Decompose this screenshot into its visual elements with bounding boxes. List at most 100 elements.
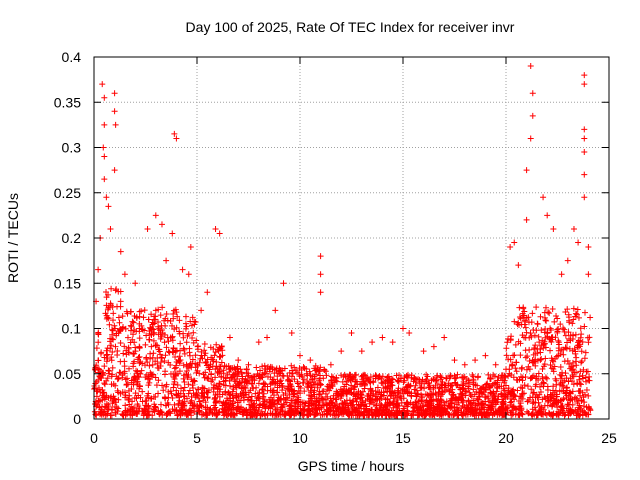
data-point (101, 363, 108, 370)
data-point (98, 409, 105, 416)
data-point (198, 307, 205, 314)
data-point (581, 135, 588, 142)
data-point (455, 407, 462, 414)
data-point (446, 388, 453, 395)
data-point (475, 396, 482, 403)
data-point (404, 374, 411, 381)
data-point (582, 349, 589, 356)
data-point (235, 393, 242, 400)
data-point (276, 370, 283, 377)
data-point (416, 397, 423, 404)
data-point (93, 378, 100, 385)
data-point (243, 406, 250, 413)
data-point (136, 335, 143, 342)
data-point (482, 411, 489, 418)
data-point (577, 387, 584, 394)
data-point (369, 387, 376, 394)
data-point (541, 402, 548, 409)
data-point (227, 406, 234, 413)
data-point (536, 383, 543, 390)
data-point (567, 397, 574, 404)
data-point (461, 403, 468, 410)
data-point (189, 385, 196, 392)
data-point (274, 378, 281, 385)
data-point (530, 359, 537, 366)
data-point (234, 399, 241, 406)
data-point (255, 394, 262, 401)
data-point (189, 314, 196, 321)
data-point (554, 315, 561, 322)
data-point (338, 348, 345, 355)
data-point (327, 395, 334, 402)
data-point (557, 321, 564, 328)
data-point (491, 373, 498, 380)
data-point (275, 411, 282, 418)
data-point (250, 401, 257, 408)
data-point (146, 330, 153, 337)
data-point (558, 271, 565, 278)
data-point (110, 336, 117, 343)
data-point (563, 375, 570, 382)
data-point (100, 144, 107, 151)
data-point (539, 396, 546, 403)
data-point (532, 356, 539, 363)
data-point (133, 395, 140, 402)
data-point (503, 352, 510, 359)
data-point (290, 393, 297, 400)
data-point (566, 345, 573, 352)
data-point (307, 407, 314, 414)
data-point (210, 345, 217, 352)
data-point (463, 388, 470, 395)
data-point (533, 381, 540, 388)
data-point (305, 384, 312, 391)
data-point (549, 387, 556, 394)
data-point (253, 373, 260, 380)
data-point (114, 387, 121, 394)
data-point (272, 307, 279, 314)
data-point (196, 409, 203, 416)
data-point (531, 404, 538, 411)
data-point (163, 410, 170, 417)
data-point (248, 374, 255, 381)
data-point (113, 399, 120, 406)
data-point (139, 360, 146, 367)
data-point (149, 319, 156, 326)
data-point (527, 330, 534, 337)
data-point (103, 377, 110, 384)
data-point (558, 346, 565, 353)
data-point (288, 406, 295, 413)
data-point (478, 401, 485, 408)
data-point (509, 361, 516, 368)
data-point (315, 402, 322, 409)
data-point (267, 381, 274, 388)
data-point (149, 354, 156, 361)
data-point (581, 126, 588, 133)
data-point (426, 392, 433, 399)
data-point (172, 354, 179, 360)
data-point (330, 392, 337, 399)
data-point (144, 225, 151, 232)
data-point (522, 318, 529, 325)
data-point (478, 389, 485, 396)
data-point (125, 396, 132, 403)
data-point (515, 262, 522, 269)
data-point (410, 401, 417, 408)
data-point (143, 354, 150, 361)
data-point (121, 271, 128, 278)
data-point (504, 339, 511, 346)
data-point (554, 404, 561, 411)
data-point (487, 375, 494, 382)
data-point (173, 324, 180, 331)
data-point (115, 405, 122, 412)
data-point (410, 408, 417, 415)
data-point (352, 406, 359, 413)
data-point (141, 307, 148, 314)
data-point (114, 352, 121, 359)
data-point (544, 212, 551, 219)
data-point (190, 329, 197, 336)
data-point (523, 216, 530, 223)
data-point (384, 388, 391, 395)
data-point (217, 353, 224, 360)
data-point (547, 397, 554, 404)
